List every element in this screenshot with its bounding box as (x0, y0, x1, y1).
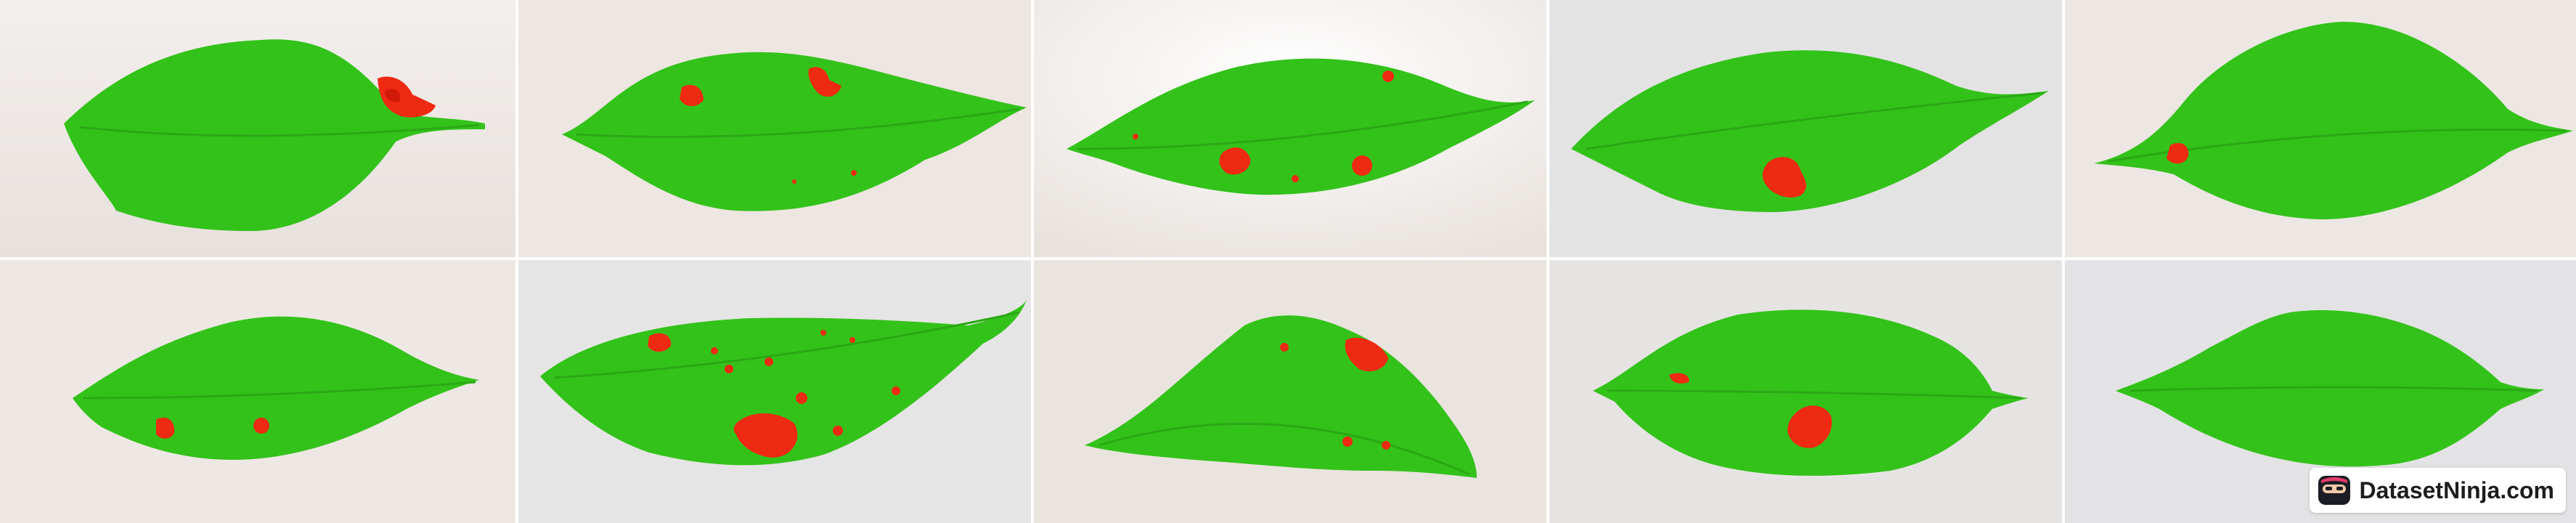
lesion (1382, 441, 1390, 450)
leaf (2116, 310, 2544, 467)
leaf (1571, 50, 2049, 212)
lesion (808, 67, 841, 97)
lesion (156, 417, 175, 439)
lesion (648, 333, 672, 352)
leaf-image-7 (518, 260, 1031, 523)
lesion (1342, 437, 1353, 447)
lesion (851, 170, 857, 176)
lesion (1352, 155, 1372, 176)
lesion (680, 84, 704, 107)
lesion (765, 357, 773, 366)
leaf-image-9 (1549, 260, 2062, 523)
lesion (2167, 142, 2189, 164)
ninja-logo-icon (2318, 476, 2351, 505)
lesion (1280, 343, 1289, 352)
lesion (1345, 337, 1388, 372)
lesion (833, 426, 843, 436)
lesion (849, 337, 855, 343)
lesion (1292, 175, 1299, 182)
watermark-text: DatasetNinja.com (2359, 477, 2554, 503)
leaf (2094, 21, 2573, 219)
leaf-image-8 (1034, 260, 1546, 523)
leaf (1067, 58, 1535, 195)
leaf-image-2 (518, 0, 1031, 257)
datasetninja-watermark[interactable]: DatasetNinja.com (2310, 468, 2566, 513)
lesion (725, 365, 733, 373)
lesion (1133, 134, 1138, 139)
leaf (562, 52, 1027, 211)
lesion (385, 89, 401, 102)
leaf-image-1-svg (0, 0, 515, 257)
lesion (796, 392, 807, 404)
lesion (1219, 147, 1251, 175)
lesion (378, 76, 436, 118)
lesion (792, 179, 796, 184)
lesion (253, 418, 269, 434)
lesion (711, 347, 718, 354)
leaf-image-4 (1549, 0, 2062, 257)
leaf-image-1 (0, 0, 515, 257)
lesion (1762, 157, 1806, 198)
lesion (1788, 405, 1833, 448)
lesion (733, 413, 798, 458)
lesion (892, 386, 900, 395)
leaf-image-6 (0, 260, 515, 523)
leaf-image-3 (1034, 0, 1546, 257)
lesion (1382, 70, 1394, 82)
leaf-image-5 (2065, 0, 2576, 257)
leaf (73, 316, 479, 460)
lesion (1669, 373, 1690, 384)
lesion (820, 330, 826, 336)
